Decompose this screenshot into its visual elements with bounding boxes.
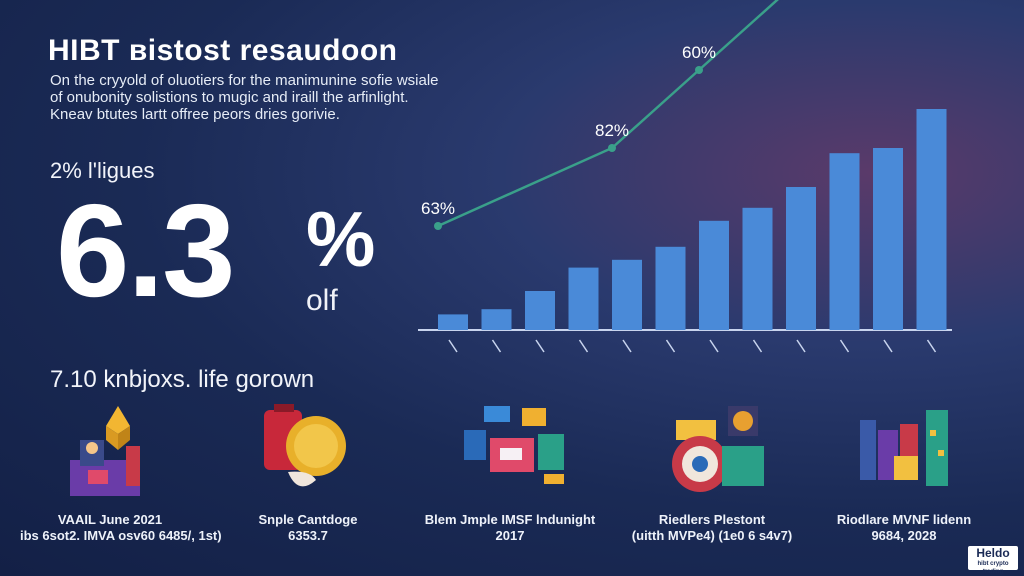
card-caption: VAAIL June 2021 [57, 512, 163, 527]
logo-text: Heldo [976, 546, 1010, 560]
big-stat-percent: % [306, 195, 376, 283]
tick-label [491, 339, 502, 353]
trend-point [434, 222, 442, 230]
trend-point [608, 144, 616, 152]
card-caption: Riodlare MVNF lidenn [836, 512, 972, 527]
card-caption: 6353.7 [288, 528, 328, 543]
tick-label [883, 339, 893, 353]
card-5: Riodlare MVNF lidenn 9684, 2028 [814, 400, 994, 550]
tick-label [752, 339, 763, 353]
card-caption: 2017 [495, 528, 525, 543]
coin-ornament-icon [264, 404, 346, 487]
bar [873, 148, 903, 330]
data-label: 60% [682, 43, 716, 62]
card-caption: Snple Cantdoge [258, 512, 358, 527]
bar [786, 187, 816, 330]
bar [699, 220, 729, 330]
big-stat-suffix: olf [306, 284, 338, 317]
card-2: Snple Cantdoge 6353.7 [218, 400, 398, 550]
bar [655, 246, 686, 330]
bar [481, 309, 512, 330]
stat-sublabel: 2% l'ligues [50, 158, 155, 183]
bar [438, 314, 468, 330]
brand-logo: Heldo hibt crypto trading [968, 546, 1018, 575]
page-title: HIBT віstost resaudoon [48, 34, 398, 67]
data-label: 82% [595, 121, 629, 140]
bar [742, 207, 773, 330]
card-4: Riedlers Plestont (uitth MVPe4) (1e0 6 s… [622, 400, 802, 550]
description-line: On the cryyold of oluotiers for the mani… [50, 72, 439, 89]
card-caption: ibѕ 6ѕot2. IMVA oѕv60 6485/, 1ѕt) [20, 528, 222, 543]
tick-label [839, 339, 850, 353]
tick-label [796, 339, 806, 353]
growth-label: 7.10 knbjoxs. life gorown [50, 366, 315, 393]
card-caption: 9684, 2028 [871, 528, 937, 543]
tick-label [448, 339, 458, 353]
tick-label [665, 339, 676, 353]
card-1: VAAIL June 2021 ibѕ 6ѕot2. IMVA oѕv60 64… [20, 400, 222, 550]
tick-label [926, 339, 937, 353]
card-caption: Riedlers Plestont [658, 512, 766, 527]
tick-label [622, 339, 632, 353]
bar [525, 291, 555, 330]
data-label: 63% [421, 199, 455, 218]
bar [568, 267, 599, 330]
description-line: of onubonity solistions to mugic and ira… [50, 89, 409, 106]
description: On the cryyold of oluotiers for the mani… [50, 72, 470, 123]
bar [612, 259, 642, 330]
bar [916, 109, 947, 330]
card-3: Blem Jmple IMSF lndunight 2017 [420, 400, 600, 550]
big-stat-value: 6.3 [56, 177, 235, 324]
crypto-computer-icon [70, 406, 140, 496]
target-machine-icon [672, 406, 764, 492]
tick-label [709, 339, 719, 353]
tick-label [578, 339, 589, 353]
trend-point [695, 66, 703, 74]
bar [829, 153, 860, 330]
card-caption: (uitth MVPe4) (1e0 6 s4v7) [631, 528, 793, 543]
logo-subtext: hibt crypto trading [977, 561, 1009, 575]
tick-label [535, 339, 545, 353]
city-buildings-icon [860, 410, 948, 486]
description-line: Kneav btutes lartt offree peors dries go… [50, 106, 340, 123]
card-caption: Blem Jmple IMSF lndunight [424, 512, 596, 527]
screens-network-icon [464, 406, 564, 484]
bar-chart: 63%82%60%83%16% [418, 0, 952, 353]
